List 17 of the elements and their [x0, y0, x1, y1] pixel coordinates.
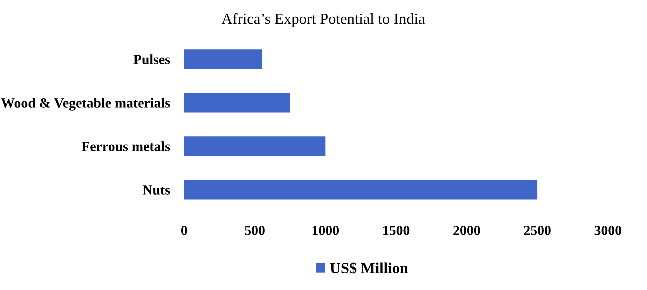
x-tick-label: 2500 [524, 226, 551, 236]
y-tick-label: Pulses [134, 54, 170, 64]
y-tick-label: Ferrous metals [82, 142, 170, 152]
x-tick-label: 2000 [454, 226, 480, 236]
y-tick-label: Wood & Vegetable materials [1, 98, 170, 111]
legend-label: US$ Million [330, 262, 408, 275]
bar [184, 93, 290, 113]
bar [184, 136, 326, 156]
bar [184, 50, 262, 70]
x-tick-label: 3000 [594, 226, 622, 236]
x-tick-label: 1000 [312, 226, 340, 236]
x-tick-label: 1500 [384, 226, 410, 236]
bar [184, 180, 538, 200]
x-tick-label: 500 [245, 226, 265, 236]
x-tick-label: 0 [181, 226, 188, 236]
chart-title: Africa’s Export Potential to India [222, 13, 426, 28]
y-tick-label: Nuts [142, 186, 170, 195]
